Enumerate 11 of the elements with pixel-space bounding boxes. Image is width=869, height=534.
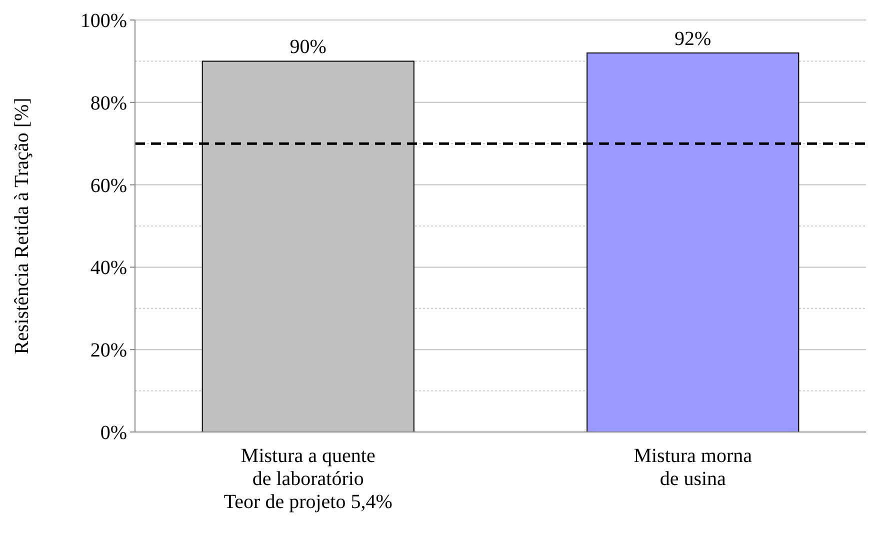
y-tick-label: 100% xyxy=(80,10,127,32)
data-label: 90% xyxy=(290,36,326,58)
y-axis-title: Resistência Retida à Tração [%] xyxy=(11,98,33,354)
x-tick-label: Mistura morna de usina xyxy=(634,445,752,490)
y-tick-label: 40% xyxy=(90,257,127,280)
y-tick-label: 60% xyxy=(90,174,127,197)
data-label: 92% xyxy=(674,28,712,50)
y-tick-label: 20% xyxy=(90,340,127,362)
y-tick-label: 0% xyxy=(100,422,127,444)
y-tick-label: 80% xyxy=(90,92,127,114)
x-tick-label: Mistura a quente de laboratório Teor de projeto 5,4% xyxy=(224,445,392,513)
